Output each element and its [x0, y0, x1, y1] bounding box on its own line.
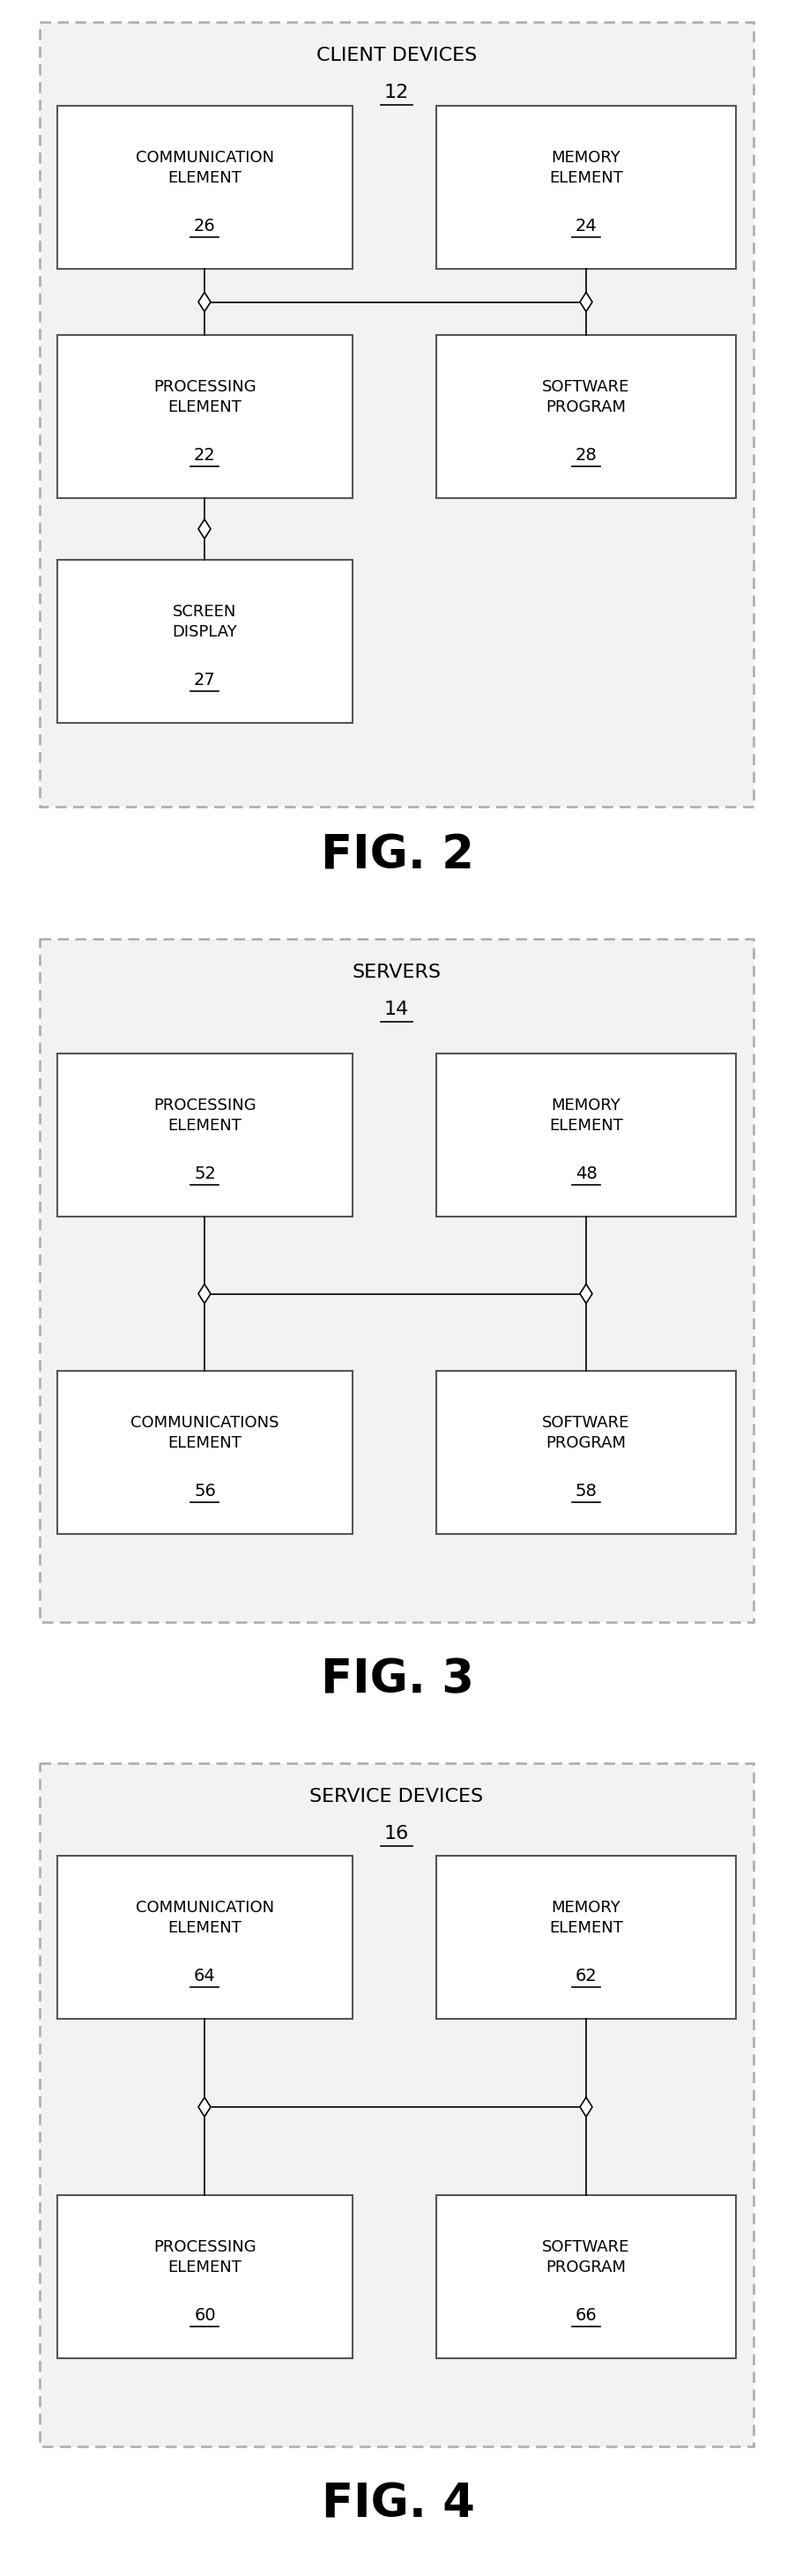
Bar: [57, 1855, 352, 2020]
Bar: [436, 1370, 735, 1533]
Text: FIG. 2: FIG. 2: [321, 832, 474, 878]
Text: 27: 27: [194, 672, 215, 688]
Polygon shape: [198, 520, 211, 538]
Text: CLIENT DEVICES: CLIENT DEVICES: [316, 46, 476, 64]
Text: SOFTWARE
PROGRAM: SOFTWARE PROGRAM: [541, 379, 629, 415]
Polygon shape: [198, 2097, 211, 2117]
Bar: [436, 1855, 735, 2020]
Text: 24: 24: [575, 219, 596, 234]
Text: 56: 56: [194, 1484, 215, 1499]
Text: 64: 64: [194, 1968, 215, 1984]
Text: 26: 26: [194, 219, 215, 234]
Text: COMMUNICATIONS
ELEMENT: COMMUNICATIONS ELEMENT: [130, 1414, 279, 1450]
Text: COMMUNICATION
ELEMENT: COMMUNICATION ELEMENT: [135, 1899, 273, 1935]
Text: 14: 14: [384, 999, 409, 1018]
Text: 66: 66: [575, 2308, 596, 2324]
Text: SCREEN
DISPLAY: SCREEN DISPLAY: [173, 603, 237, 639]
Bar: [57, 335, 352, 497]
Bar: [436, 335, 735, 497]
Polygon shape: [198, 291, 211, 312]
Text: FIG. 3: FIG. 3: [321, 1656, 474, 1703]
Bar: [57, 1054, 352, 1216]
Bar: [40, 1762, 753, 2447]
Text: 12: 12: [384, 85, 409, 100]
Polygon shape: [580, 1283, 591, 1303]
Text: 62: 62: [575, 1968, 596, 1984]
Bar: [57, 106, 352, 268]
Text: 60: 60: [194, 2308, 215, 2324]
Text: PROCESSING
ELEMENT: PROCESSING ELEMENT: [153, 1097, 256, 1133]
Text: MEMORY
ELEMENT: MEMORY ELEMENT: [549, 1899, 622, 1935]
Text: SERVERS: SERVERS: [351, 963, 440, 981]
Text: COMMUNICATION
ELEMENT: COMMUNICATION ELEMENT: [135, 149, 273, 185]
Bar: [40, 938, 753, 1623]
Bar: [436, 2195, 735, 2357]
Text: 52: 52: [194, 1167, 215, 1182]
Text: SOFTWARE
PROGRAM: SOFTWARE PROGRAM: [541, 2239, 629, 2275]
Text: 58: 58: [575, 1484, 596, 1499]
Bar: [57, 2195, 352, 2357]
Text: SERVICE DEVICES: SERVICE DEVICES: [309, 1788, 483, 1806]
Bar: [57, 559, 352, 724]
Text: PROCESSING
ELEMENT: PROCESSING ELEMENT: [153, 2239, 256, 2275]
Bar: [40, 23, 753, 806]
Bar: [436, 106, 735, 268]
Text: PROCESSING
ELEMENT: PROCESSING ELEMENT: [153, 379, 256, 415]
Text: SOFTWARE
PROGRAM: SOFTWARE PROGRAM: [541, 1414, 629, 1450]
Text: MEMORY
ELEMENT: MEMORY ELEMENT: [549, 1097, 622, 1133]
Bar: [57, 1370, 352, 1533]
Text: FIG. 4: FIG. 4: [321, 2481, 474, 2527]
Text: 22: 22: [194, 448, 215, 464]
Text: 16: 16: [384, 1824, 409, 1842]
Polygon shape: [580, 2097, 591, 2117]
Text: 48: 48: [575, 1167, 596, 1182]
Polygon shape: [198, 1283, 211, 1303]
Text: MEMORY
ELEMENT: MEMORY ELEMENT: [549, 149, 622, 185]
Bar: [436, 1054, 735, 1216]
Text: 28: 28: [575, 448, 596, 464]
Polygon shape: [580, 291, 591, 312]
